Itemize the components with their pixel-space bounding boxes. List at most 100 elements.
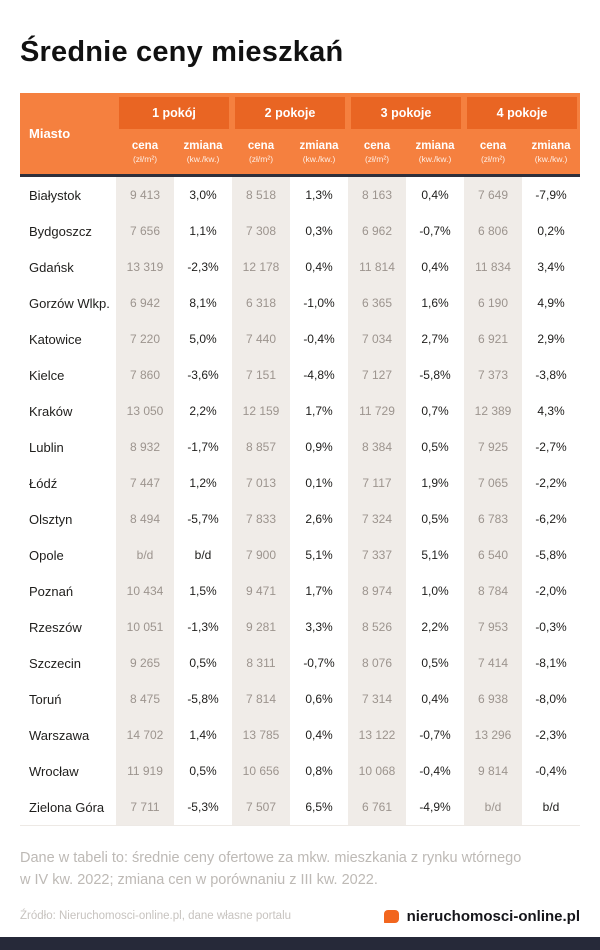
price-cell: 7 447 (116, 465, 174, 501)
change-cell: -0,7% (419, 728, 451, 742)
change-cell: 2,2% (189, 404, 217, 418)
brand-icon (383, 909, 399, 923)
group-header-1-room: 1 pokój (119, 97, 229, 129)
price-cell: 8 857 (232, 429, 290, 465)
change-cell: 0,7% (421, 404, 449, 418)
price-cell: 7 925 (464, 429, 522, 465)
change-cell: 3,0% (189, 188, 217, 202)
price-cell: 7 833 (232, 501, 290, 537)
change-cell: -0,7% (303, 656, 335, 670)
price-cell: 9 814 (464, 753, 522, 789)
price-cell: 7 953 (464, 609, 522, 645)
table-row: Białystok 9 413 3,0% 8 518 1,3% 8 163 0,4% 7 64… (20, 177, 580, 213)
price-cell: 8 494 (116, 501, 174, 537)
table-row: Gorzów Wlkp. 6 942 8,1% 6 318 -1,0% 6 365 1,6%… (20, 285, 580, 321)
price-cell: 7 117 (348, 465, 406, 501)
price-cell: 9 265 (116, 645, 174, 681)
price-cell: 10 068 (348, 753, 406, 789)
price-cell: 13 050 (116, 393, 174, 429)
price-cell: b/d (116, 537, 174, 573)
change-cell: 1,5% (189, 584, 217, 598)
price-cell: 7 649 (464, 177, 522, 213)
price-cell: 11 834 (464, 249, 522, 285)
price-cell: 8 384 (348, 429, 406, 465)
change-subheader-unit: (kw./kw.) (418, 153, 452, 164)
source-note: Źródło: Nieruchomosci-online.pl, dane wł… (20, 909, 292, 922)
price-subheader-unit: (zł/m²) (364, 153, 390, 164)
change-cell: 0,4% (421, 692, 449, 706)
price-cell: 7 151 (232, 357, 290, 393)
city-cell: Szczecin (29, 655, 82, 671)
change-cell: 0,4% (305, 728, 333, 742)
table-row: Katowice 7 220 5,0% 7 440 -0,4% 7 034 2,7% 6 92… (20, 321, 580, 357)
price-cell: 11 919 (116, 753, 174, 789)
price-subheader-unit: (zł/m²) (248, 153, 274, 164)
city-cell: Poznań (29, 583, 74, 599)
change-subheader-label: zmiana (415, 139, 455, 152)
price-cell: 6 962 (348, 213, 406, 249)
table-row: Toruń 8 475 -5,8% 7 814 0,6% 7 314 0,4% 6 938 -8… (20, 681, 580, 717)
price-cell: 9 281 (232, 609, 290, 645)
change-cell: 0,9% (305, 440, 333, 454)
price-cell: 8 932 (116, 429, 174, 465)
price-cell: 8 163 (348, 177, 406, 213)
change-cell: 1,9% (421, 476, 449, 490)
price-subheader: cena (zł/m²) (116, 129, 174, 174)
price-cell: 6 540 (464, 537, 522, 573)
change-cell: -5,8% (535, 548, 567, 562)
change-subheader: zmiana (kw./kw.) (522, 129, 580, 174)
change-cell: -0,3% (535, 620, 567, 634)
price-cell: 8 076 (348, 645, 406, 681)
change-cell: b/d (542, 800, 560, 814)
change-subheader-unit: (kw./kw.) (302, 153, 336, 164)
price-cell: 7 034 (348, 321, 406, 357)
price-cell: 7 900 (232, 537, 290, 573)
change-cell: 4,9% (537, 296, 565, 310)
change-cell: -2,3% (535, 728, 567, 742)
price-subheader-label: cena (479, 139, 507, 152)
change-cell: 0,5% (421, 512, 449, 526)
price-cell: 11 729 (348, 393, 406, 429)
price-cell: 6 365 (348, 285, 406, 321)
price-subheader-unit: (zł/m²) (480, 153, 506, 164)
table-row: Lublin 8 932 -1,7% 8 857 0,9% 8 384 0,5% 7 925-… (20, 429, 580, 465)
city-cell: Warszawa (29, 727, 90, 743)
change-cell: 0,4% (421, 188, 449, 202)
change-cell: 2,9% (537, 332, 565, 346)
change-cell: 2,2% (421, 620, 449, 634)
table-row: Kraków 13 050 2,2% 12 159 1,7% 11 729 0,7% 12 3… (20, 393, 580, 429)
change-cell: 0,4% (421, 260, 449, 274)
group-header-3-rooms: 3 pokoje (351, 97, 461, 129)
city-cell: Zielona Góra (29, 799, 105, 815)
price-cell: 8 311 (232, 645, 290, 681)
city-cell: Rzeszów (29, 619, 82, 635)
change-cell: 1,6% (421, 296, 449, 310)
table-row: Kielce 7 860 -3,6% 7 151 -4,8% 7 127 -5,8% 7 37… (20, 357, 580, 393)
group-header-4-rooms: 4 pokoje (467, 97, 577, 129)
price-cell: 11 814 (348, 249, 406, 285)
price-cell: 6 318 (232, 285, 290, 321)
change-cell: -0,4% (303, 332, 335, 346)
city-cell: Toruń (29, 691, 62, 707)
change-cell: 5,1% (305, 548, 333, 562)
change-cell: 0,8% (305, 764, 333, 778)
change-cell: 1,4% (189, 728, 217, 742)
change-subheader-unit: (kw./kw.) (186, 153, 220, 164)
price-cell: 6 921 (464, 321, 522, 357)
price-subheader-label: cena (363, 139, 391, 152)
city-cell: Katowice (29, 331, 82, 347)
change-cell: 2,7% (421, 332, 449, 346)
change-subheader: zmiana (kw./kw.) (406, 129, 464, 174)
change-cell: 1,7% (305, 584, 333, 598)
table-header: Miasto 1 pokój 2 pokoje 3 pokoje 4 pokoj… (20, 93, 580, 177)
price-cell: 7 337 (348, 537, 406, 573)
change-cell: 0,5% (421, 440, 449, 454)
price-cell: 8 518 (232, 177, 290, 213)
price-subheader-label: cena (247, 139, 275, 152)
change-subheader-label: zmiana (299, 139, 339, 152)
change-cell: -5,8% (187, 692, 219, 706)
price-cell: b/d (464, 789, 522, 825)
change-cell: -8,0% (535, 692, 567, 706)
price-cell: 13 319 (116, 249, 174, 285)
